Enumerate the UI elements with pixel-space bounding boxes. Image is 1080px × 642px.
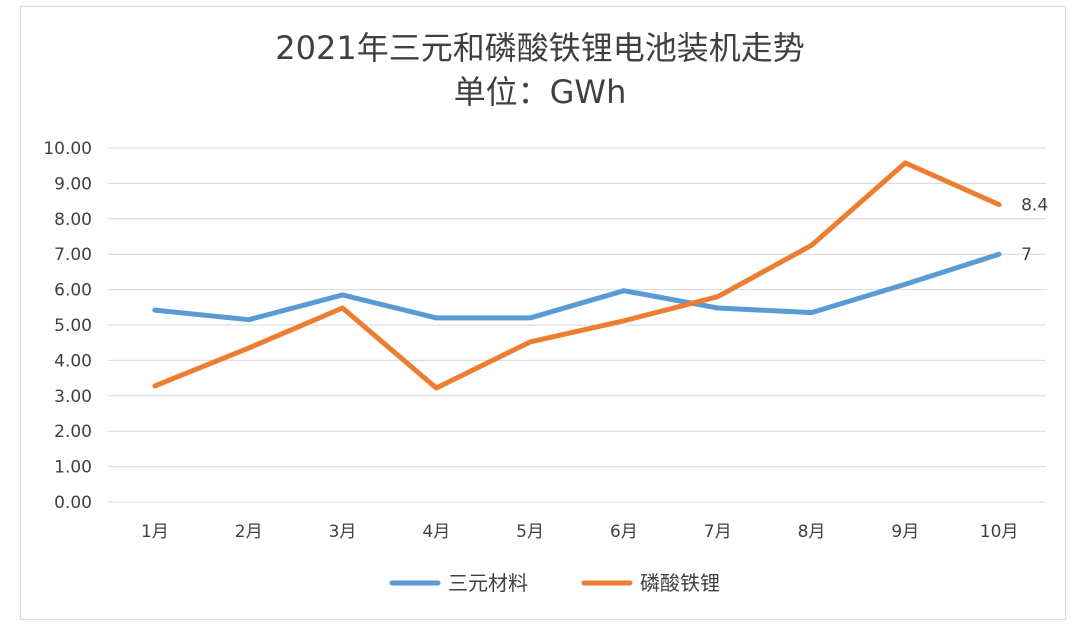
gridlines xyxy=(108,147,1046,503)
x-tick-label: 8月 xyxy=(798,522,826,542)
y-tick-label: 5.00 xyxy=(54,316,92,336)
y-tick-label: 7.00 xyxy=(54,245,92,265)
y-tick-label: 9.00 xyxy=(54,174,92,194)
chart-subtitle: 单位：GWh xyxy=(453,73,627,111)
x-tick-label: 7月 xyxy=(704,522,732,542)
y-tick-label: 0.00 xyxy=(54,493,92,513)
y-tick-label: 8.00 xyxy=(54,210,92,230)
legend-label: 磷酸铁锂 xyxy=(640,571,720,595)
x-tick-label: 1月 xyxy=(141,522,169,542)
y-tick-label: 6.00 xyxy=(54,281,92,301)
x-tick-label: 9月 xyxy=(891,522,919,542)
y-tick-label: 2.00 xyxy=(54,422,92,442)
x-tick-label: 5月 xyxy=(516,522,544,542)
y-tick-label: 1.00 xyxy=(54,458,92,478)
x-tick-label: 6月 xyxy=(610,522,638,542)
x-tick-label: 4月 xyxy=(422,522,450,542)
y-axis-ticks: 0.00 1.00 2.00 3.00 4.00 5.00 6.00 7.00 8.00 9.00… xyxy=(43,139,92,513)
y-tick-label: 10.00 xyxy=(43,139,92,159)
x-tick-label: 3月 xyxy=(329,522,357,542)
y-tick-label: 4.00 xyxy=(54,351,92,371)
y-tick-label: 3.00 xyxy=(54,387,92,407)
legend-label: 三元材料 xyxy=(448,571,528,595)
series-lines xyxy=(152,160,1002,391)
chart-title: 2021年三元和磷酸铁锂电池装机走势 xyxy=(275,29,805,67)
x-tick-label: 2月 xyxy=(235,522,263,542)
end-data-label: 8.4 xyxy=(1021,196,1048,216)
x-axis-ticks: 1月 2月 3月 4月 5月 6月 7月 8月 9月 10月 xyxy=(141,522,1018,542)
data-labels: 78.4 xyxy=(1021,196,1048,266)
x-tick-label: 10月 xyxy=(980,522,1019,542)
legend: 三元材料 磷酸铁锂 xyxy=(389,571,720,595)
series-line-2 xyxy=(152,160,1002,391)
end-data-label: 7 xyxy=(1021,245,1032,265)
series-line-1 xyxy=(152,251,1002,323)
